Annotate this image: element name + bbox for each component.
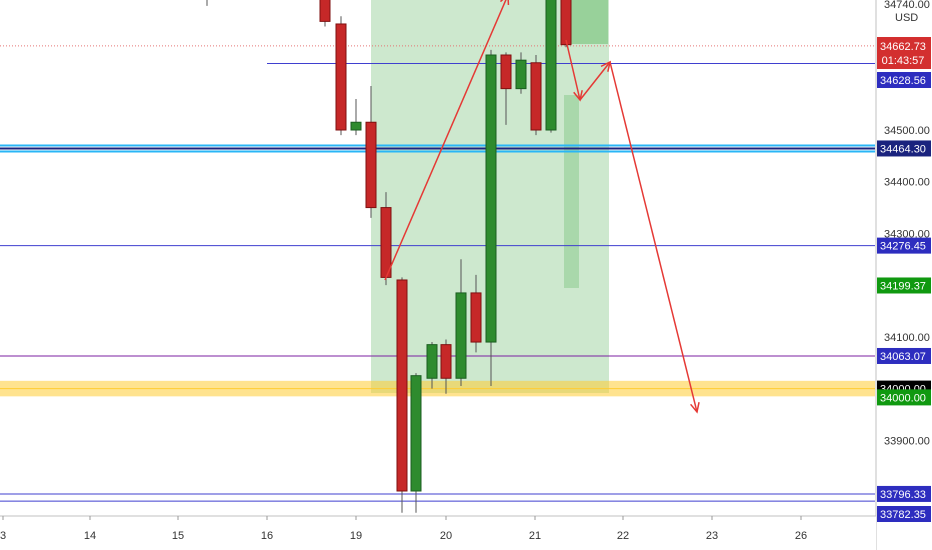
time-axis-background — [0, 516, 876, 550]
price-tick-label: 34300.00 — [884, 228, 930, 240]
candle-body — [365, 121, 377, 209]
time-tick-label: 21 — [529, 530, 541, 542]
candle-body — [515, 59, 527, 90]
candle[interactable] — [440, 339, 452, 394]
price-axis[interactable]: 34500.00 34400.00 34300.00 34100.00 33900.00… — [875, 0, 932, 550]
candle[interactable] — [202, 0, 212, 6]
price-tick-label: 34100.00 — [884, 332, 930, 344]
plot-pane[interactable] — [0, 0, 875, 513]
projection-entry-box — [568, 0, 608, 44]
time-tick-label: 16 — [261, 530, 273, 542]
level-tag-bg — [877, 72, 931, 88]
candle[interactable] — [455, 259, 467, 387]
price-tick-label: 33900.00 — [884, 435, 930, 447]
green-price-tag-bg — [877, 389, 931, 406]
time-tick-label: 26 — [795, 530, 807, 542]
level-tag-bg — [877, 485, 931, 502]
arrow-head — [690, 402, 700, 414]
green-price-tag-bg — [877, 277, 931, 294]
price-tick-label: 34500.00 — [884, 125, 930, 137]
projection-arrows — [384, 0, 700, 414]
level-tag: 34276.45 — [880, 241, 926, 253]
level-tag: 33796.33 — [880, 489, 926, 501]
level-tag: 34464.30 — [880, 143, 926, 155]
level-tag: 33782.35 — [880, 509, 926, 521]
candle[interactable] — [396, 277, 408, 513]
price-tick-label: 34400.00 — [884, 177, 930, 189]
candle[interactable] — [530, 55, 542, 136]
candle-body — [470, 292, 482, 343]
candle[interactable] — [515, 52, 527, 94]
candle[interactable] — [350, 98, 362, 136]
arrow-head — [499, 0, 510, 6]
candle[interactable] — [365, 86, 377, 218]
time-tick-label: 19 — [350, 530, 362, 542]
candle-body — [440, 344, 452, 379]
candle-body — [545, 0, 557, 131]
candle[interactable] — [319, 0, 331, 27]
candle-body — [500, 54, 512, 90]
time-tick-label: 20 — [440, 530, 452, 542]
candle[interactable] — [560, 0, 572, 48]
candle-body — [396, 279, 408, 492]
candle[interactable] — [470, 274, 482, 353]
green-price-tag: 34199.37 — [880, 280, 926, 292]
candle-body — [455, 292, 467, 379]
price-axis-background — [876, 0, 932, 550]
level-tag: 34628.56 — [880, 75, 926, 87]
countdown-label: 01:43:57 — [882, 55, 925, 67]
arrow-line — [609, 61, 698, 413]
candle-body — [380, 207, 392, 278]
time-tick-label: 23 — [706, 530, 718, 542]
candle[interactable] — [485, 49, 497, 387]
candle-body — [410, 375, 422, 492]
candle[interactable] — [335, 16, 347, 136]
candle-body — [485, 54, 497, 343]
arrow-line — [579, 61, 611, 101]
level-tag-bg — [877, 140, 931, 157]
candle-body — [426, 344, 438, 379]
current-price-tag-bg — [877, 37, 931, 69]
time-axis[interactable]: 3 14 15 16 19 20 21 22 23 26 — [0, 515, 876, 550]
current-price-tag: 34662.73 — [880, 41, 926, 53]
level-tag: 34063.07 — [880, 351, 926, 363]
top-price-bg — [877, 0, 931, 10]
candle-body — [319, 0, 331, 22]
level-tag-bg — [877, 506, 931, 522]
currency-label: USD — [895, 12, 918, 24]
candle-body — [335, 23, 347, 131]
candle[interactable] — [410, 373, 422, 513]
candle[interactable] — [545, 0, 557, 133]
time-tick-label: 3 — [0, 530, 6, 542]
arrow-line — [565, 39, 581, 101]
projection-target-bar — [564, 95, 579, 288]
candle-body — [530, 62, 542, 131]
green-price-tag: 34000.00 — [880, 392, 926, 404]
level-tag-bg — [877, 237, 931, 254]
candle[interactable] — [500, 52, 512, 125]
candle[interactable] — [426, 342, 438, 389]
arrow-line — [384, 0, 507, 281]
candle-body — [560, 0, 572, 46]
time-tick-label: 14 — [84, 530, 96, 542]
time-tick-label: 22 — [617, 530, 629, 542]
top-price-label: 34740.00 — [884, 0, 930, 11]
level-tag-bg — [877, 347, 931, 364]
time-tick-label: 15 — [172, 530, 184, 542]
candle-body — [350, 121, 362, 131]
